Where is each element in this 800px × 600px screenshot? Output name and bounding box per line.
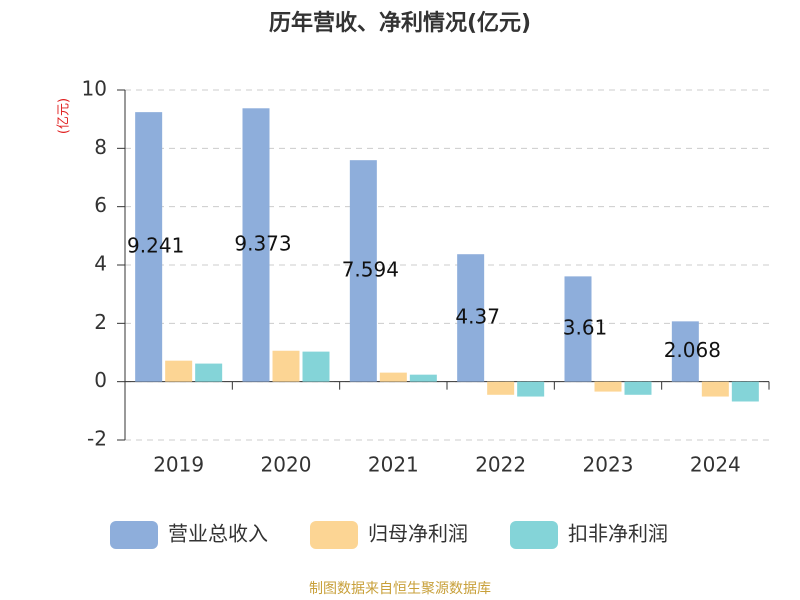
value-label: 3.61 [563,316,608,340]
legend-swatch [110,521,158,549]
legend-swatch [310,521,358,549]
bar [731,381,759,402]
bar [272,350,300,382]
y-tick-label: 4 [94,252,107,276]
x-tick-label: 2024 [690,453,741,477]
value-label: 2.068 [664,338,721,362]
value-label: 9.241 [127,233,184,257]
bar [487,381,515,395]
bar [624,381,652,395]
bar [195,363,223,382]
legend-swatch [510,521,558,549]
value-label: 4.37 [455,304,500,328]
bar [242,108,270,382]
value-label: 7.594 [342,257,399,281]
y-tick-label: 2 [94,310,107,334]
legend-label: 营业总收入 [168,522,268,546]
bar [349,160,377,382]
bar [517,381,545,397]
x-tick-label: 2020 [261,453,312,477]
x-tick-label: 2019 [153,453,204,477]
source-note: 制图数据来自恒生聚源数据库 [309,581,491,597]
legend-label: 归母净利润 [368,522,468,546]
y-tick-label: 10 [82,77,107,101]
bar [594,381,622,392]
bar [564,276,592,382]
y-tick-label: 8 [94,135,107,159]
y-tick-label: -2 [87,427,107,451]
bar [165,360,193,382]
chart-title: 历年营收、净利情况(亿元) [269,10,531,36]
y-axis-label: (亿元) [57,98,72,134]
legend-label: 扣非净利润 [568,522,668,546]
bar [409,374,437,382]
x-tick-label: 2022 [475,453,526,477]
x-tick-label: 2023 [583,453,634,477]
bar [302,351,330,382]
y-tick-label: 0 [94,368,107,392]
bar [671,321,699,382]
x-tick-label: 2021 [368,453,419,477]
bar [379,372,407,382]
bar [457,254,485,382]
bar [701,381,729,397]
bar [135,112,163,382]
value-label: 9.373 [234,231,291,255]
y-tick-label: 6 [94,193,107,217]
